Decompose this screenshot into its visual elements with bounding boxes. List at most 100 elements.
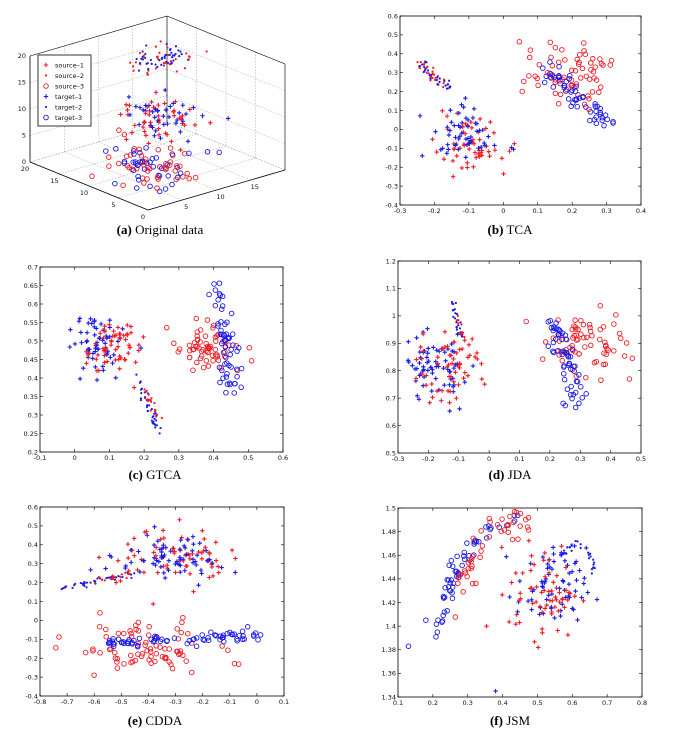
x-tick-label: 0.5 bbox=[532, 699, 542, 707]
point-source-plus bbox=[445, 344, 450, 349]
point-target-plus bbox=[579, 595, 584, 600]
point-target-plus bbox=[178, 537, 183, 543]
point-target-circle bbox=[216, 290, 223, 297]
point-target-circle bbox=[442, 584, 448, 591]
point-source-plus bbox=[477, 116, 483, 122]
point-source-circle bbox=[131, 145, 137, 152]
point-source-circle bbox=[581, 101, 588, 108]
point-target-circle bbox=[547, 317, 553, 324]
point-target-dot bbox=[423, 69, 426, 72]
point-target-circle bbox=[561, 349, 568, 355]
point-source-plus bbox=[196, 549, 201, 555]
x-tick-label: 0 bbox=[73, 454, 77, 462]
point-target-dot bbox=[453, 317, 457, 320]
point-target-plus bbox=[445, 142, 450, 147]
point-target-circle bbox=[561, 364, 567, 370]
point-target-dot bbox=[169, 47, 172, 51]
point-target-circle bbox=[153, 155, 159, 161]
point-source-circle bbox=[141, 162, 147, 168]
point-source-circle bbox=[188, 669, 195, 676]
point-target-plus bbox=[431, 345, 436, 350]
point-source-dot bbox=[142, 54, 145, 57]
point-target-circle bbox=[545, 343, 552, 349]
point-target-plus bbox=[420, 368, 426, 374]
point-target-circle bbox=[449, 595, 456, 602]
point-source-circle bbox=[552, 79, 558, 85]
point-source-plus bbox=[84, 361, 89, 366]
point-source-dot bbox=[431, 70, 434, 73]
point-source-circle bbox=[170, 152, 176, 159]
point-target-plus bbox=[153, 128, 158, 134]
point-source-circle bbox=[621, 353, 628, 359]
point-target-plus bbox=[199, 571, 204, 576]
x-tick-label: -0.1 bbox=[452, 455, 465, 463]
point-target-plus bbox=[128, 560, 134, 565]
point-source-circle bbox=[142, 642, 148, 648]
point-source-circle bbox=[184, 170, 190, 177]
point-target-circle bbox=[574, 103, 580, 110]
point-target-circle bbox=[514, 512, 521, 519]
point-source-dot bbox=[147, 69, 150, 72]
point-source-dot bbox=[119, 575, 122, 578]
point-target-plus bbox=[98, 321, 104, 327]
point-source-plus bbox=[113, 347, 118, 352]
point-source-plus bbox=[544, 603, 549, 608]
x-tick-label: 0.4 bbox=[605, 455, 615, 463]
point-source-circle bbox=[583, 73, 590, 80]
y-tick-label: 0 bbox=[34, 617, 38, 625]
point-target-circle bbox=[228, 364, 234, 370]
point-source-circle bbox=[524, 524, 531, 530]
point-source-circle bbox=[157, 644, 163, 650]
point-source-plus bbox=[427, 400, 432, 405]
point-source-plus bbox=[451, 146, 457, 152]
point-source-plus bbox=[229, 547, 235, 553]
point-source-plus bbox=[435, 361, 440, 367]
point-target-circle bbox=[158, 165, 165, 172]
point-target-plus bbox=[428, 365, 433, 370]
point-source-plus bbox=[566, 590, 572, 595]
point-target-dot bbox=[144, 56, 147, 59]
point-target-dot bbox=[168, 53, 171, 57]
point-target-plus bbox=[168, 548, 173, 554]
point-source-dot bbox=[175, 70, 178, 73]
point-target-plus bbox=[78, 330, 84, 335]
point-target-circle bbox=[454, 553, 460, 560]
point-source-circle bbox=[186, 175, 192, 182]
point-target-plus bbox=[107, 317, 112, 323]
point-source-plus bbox=[451, 379, 456, 385]
point-source-plus bbox=[477, 137, 482, 142]
point-source-plus bbox=[172, 550, 177, 556]
point-source-circle bbox=[607, 62, 614, 68]
point-source-plus bbox=[435, 355, 440, 360]
point-target-circle bbox=[483, 524, 489, 530]
point-target-circle bbox=[110, 636, 116, 642]
caption-letter: (d) bbox=[489, 467, 505, 482]
point-source-circle bbox=[153, 650, 160, 657]
point-target-circle bbox=[199, 632, 205, 638]
point-target-plus bbox=[155, 108, 160, 113]
point-source-plus bbox=[142, 530, 148, 535]
point-source-circle bbox=[186, 342, 193, 349]
point-target-plus bbox=[93, 364, 98, 370]
point-source-plus bbox=[542, 550, 547, 556]
point-target-plus bbox=[181, 543, 187, 549]
point-target-circle bbox=[204, 149, 211, 155]
point-target-plus bbox=[415, 393, 420, 399]
point-target-circle bbox=[560, 348, 567, 354]
caption-text: Original data bbox=[132, 222, 204, 237]
point-target-dot bbox=[74, 582, 77, 585]
point-target-dot bbox=[139, 380, 142, 383]
point-target-circle bbox=[464, 540, 470, 546]
point-source-circle bbox=[135, 628, 142, 634]
point-source-circle bbox=[600, 324, 607, 330]
point-source-circle bbox=[121, 661, 127, 667]
point-source-plus bbox=[563, 565, 569, 570]
z-tick-label: 0 bbox=[22, 158, 26, 166]
point-target-plus bbox=[468, 134, 474, 140]
point-source-plus bbox=[462, 370, 468, 375]
point-source-plus bbox=[209, 564, 215, 570]
y-tick-label: 0.2 bbox=[388, 88, 398, 96]
point-source-circle bbox=[465, 560, 472, 566]
point-source-plus bbox=[531, 562, 537, 567]
point-source-plus bbox=[424, 373, 429, 378]
